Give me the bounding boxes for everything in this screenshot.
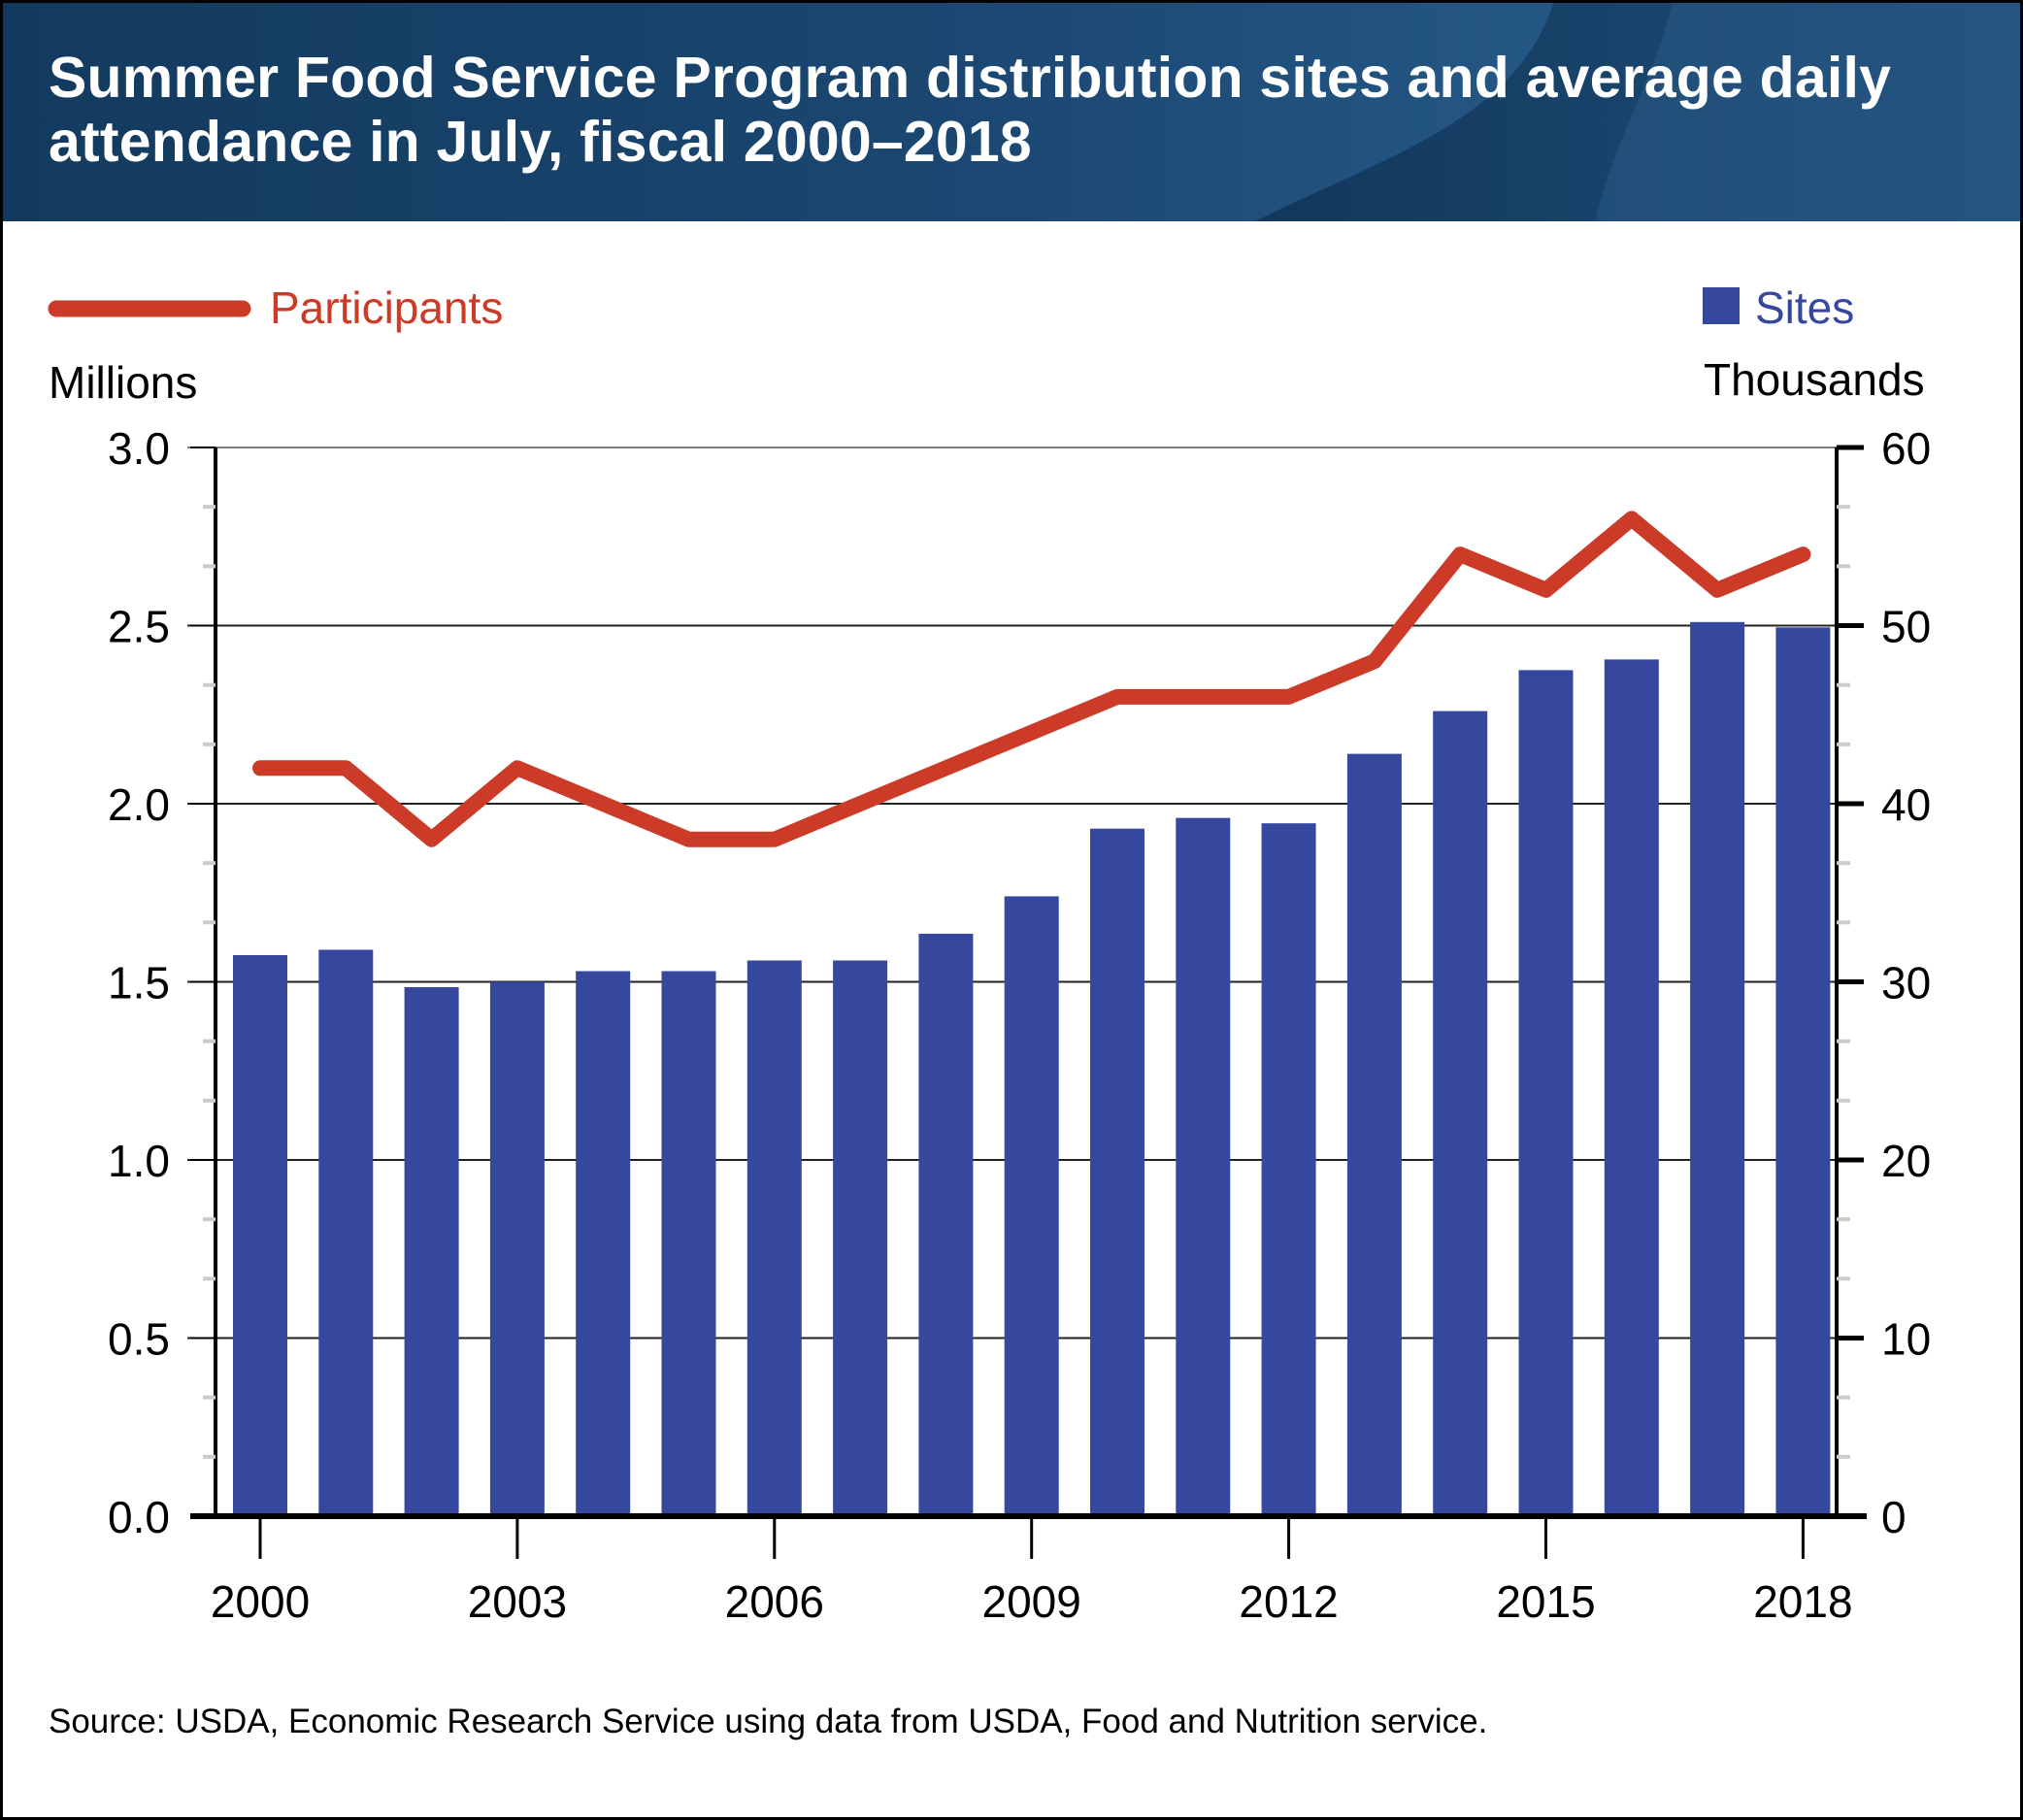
sites-bar-2010: [1090, 828, 1144, 1516]
source-note: Source: USDA, Economic Research Service …: [49, 1703, 1487, 1740]
right-axis-unit-label: Thousands: [1704, 354, 1925, 405]
sites-bar-2016: [1604, 659, 1659, 1516]
participants-point-2014: [1459, 553, 1461, 555]
chart-header: Summer Food Service Program distribution…: [3, 3, 2020, 221]
left-axis-unit-label: Millions: [49, 357, 197, 408]
x-tick-label: 2012: [1239, 1576, 1338, 1627]
legend: Participants Sites: [48, 282, 1854, 333]
right-tick-label: 10: [1881, 1314, 1931, 1365]
left-tick-label: 2.5: [108, 602, 170, 652]
x-tick-label: 2018: [1753, 1576, 1852, 1627]
sites-bar-2006: [746, 960, 802, 1516]
right-tick-label: 60: [1881, 423, 1931, 474]
legend-sites-swatch: [1703, 287, 1740, 324]
participants-point-2000: [259, 767, 261, 769]
participants-point-2006: [774, 839, 776, 841]
sites-bar-2008: [918, 933, 974, 1516]
participants-point-2018: [1802, 553, 1804, 555]
left-tick-label: 1.5: [108, 958, 170, 1009]
participants-point-2007: [859, 803, 861, 805]
participants-point-2004: [602, 803, 604, 805]
left-tick-label: 0.0: [108, 1492, 170, 1542]
x-tick-label: 2006: [725, 1576, 824, 1627]
header-wave-decoration: [1255, 3, 2020, 221]
sites-bar-2003: [489, 981, 545, 1516]
right-tick-label: 0: [1881, 1492, 1907, 1542]
x-tick-label: 2015: [1496, 1576, 1595, 1627]
chart-title-line-2: attendance in July, fiscal 2000–2018: [49, 110, 1032, 174]
participants-point-2012: [1288, 696, 1290, 698]
participants-point-2008: [945, 767, 946, 769]
sites-bar-2011: [1176, 817, 1231, 1516]
right-tick-label: 20: [1881, 1136, 1931, 1186]
sites-bar-2014: [1433, 711, 1488, 1516]
x-tick-label: 2003: [468, 1576, 567, 1627]
left-tick-label: 3.0: [108, 423, 170, 474]
right-tick-label: 50: [1881, 602, 1931, 652]
chart-title-line-1: Summer Food Service Program distribution…: [49, 46, 1892, 110]
sites-bar-2005: [661, 971, 716, 1516]
sites-bar-2015: [1518, 670, 1574, 1516]
participants-point-2003: [516, 767, 518, 769]
participants-point-2013: [1374, 660, 1376, 662]
x-tick-label: 2000: [211, 1576, 310, 1627]
x-axis-ticks: 2000 2003 2006 2009 2012 2015 2018: [211, 1516, 1853, 1627]
left-tick-label: 1.0: [108, 1136, 170, 1186]
participants-point-2009: [1031, 732, 1033, 734]
legend-sites-label: Sites: [1755, 282, 1854, 333]
legend-participants-label: Participants: [270, 282, 503, 333]
sites-bar-2002: [404, 987, 459, 1516]
participants-point-2010: [1116, 696, 1118, 698]
participants-point-2017: [1716, 589, 1718, 591]
sites-bar-2001: [318, 949, 374, 1516]
x-tick-label: 2009: [982, 1576, 1081, 1627]
sites-bar-2013: [1346, 753, 1402, 1516]
chart-card: Summer Food Service Program distribution…: [3, 3, 2020, 1817]
left-tick-label: 0.5: [108, 1314, 170, 1365]
sites-bar-2017: [1690, 621, 1745, 1516]
participants-point-2005: [688, 839, 689, 841]
participants-line-series: [252, 511, 1811, 847]
right-tick-label: 40: [1881, 779, 1931, 830]
participants-point-2002: [431, 839, 433, 841]
sites-bar-2007: [833, 960, 888, 1516]
sites-bar-2004: [576, 971, 631, 1516]
sites-bars: [233, 621, 1831, 1516]
participants-point-2015: [1545, 589, 1546, 591]
chart-title: Summer Food Service Program distribution…: [49, 46, 1941, 174]
participants-point-2001: [345, 767, 347, 769]
left-axis-ticks: 0.0 0.5 1.0 1.5 2.0 2.5 3.0: [108, 423, 216, 1542]
chart-svg: Participants Sites Millions Thousands 0.…: [48, 282, 1931, 1740]
sites-bar-2012: [1261, 823, 1316, 1516]
participants-point-2016: [1631, 517, 1633, 519]
participants-point-2011: [1202, 696, 1204, 698]
sites-bar-2018: [1775, 627, 1831, 1516]
sites-bar-2009: [1004, 896, 1059, 1516]
right-axis-ticks: 0 10 20 30 40 50 60: [1837, 423, 1931, 1542]
sites-bar-2000: [233, 954, 287, 1516]
right-tick-label: 30: [1881, 958, 1931, 1009]
left-tick-label: 2.0: [108, 779, 170, 830]
